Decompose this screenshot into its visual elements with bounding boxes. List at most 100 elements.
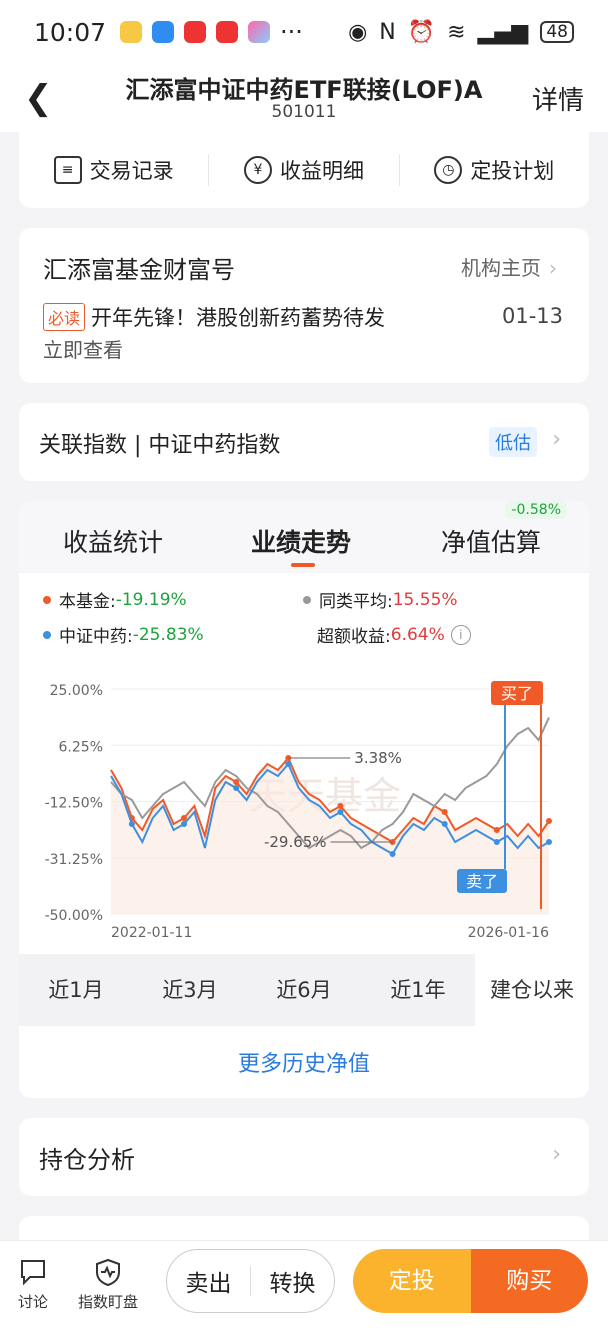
legend-index-value: -25.83% bbox=[132, 624, 204, 645]
legend-peer: 同类平均: 15.55% bbox=[303, 587, 458, 612]
chevron-right-icon: › bbox=[549, 256, 557, 280]
trade-point bbox=[337, 809, 344, 815]
tab-nav-estimate[interactable]: 净值估算 bbox=[441, 528, 542, 557]
period-3m[interactable]: 近3月 bbox=[162, 978, 218, 1002]
period-1m[interactable]: 近1月 bbox=[48, 978, 104, 1002]
trade-point bbox=[233, 779, 240, 785]
legend-fund-label: 本基金: bbox=[59, 592, 116, 612]
wifi-icon: ≋ bbox=[447, 19, 466, 45]
institution-home-link[interactable]: 机构主页 › bbox=[461, 252, 557, 281]
discuss-button[interactable]: 讨论 bbox=[18, 1257, 48, 1312]
buy-marker-label: 买了 bbox=[501, 684, 533, 703]
timer-icon: ◷ bbox=[434, 156, 463, 184]
news-headline[interactable]: 开年先锋！港股创新药蓄势待发 bbox=[91, 306, 385, 330]
performance-card: 收益统计 业绩走势 净值估算 -0.58% 本基金: -19.19% 同类平均:… bbox=[19, 501, 589, 1098]
min-annotation: -29.65% bbox=[264, 833, 327, 851]
income-detail-button[interactable]: ¥ 收益明细 bbox=[209, 155, 398, 185]
status-time: 10:07 bbox=[34, 17, 107, 47]
trade-point bbox=[441, 809, 448, 815]
related-index-card[interactable]: 关联指数 | 中证中药指数 低估 › bbox=[19, 403, 589, 481]
legend-excess-value: 6.64% bbox=[390, 624, 445, 645]
legend-fund: 本基金: -19.19% bbox=[43, 587, 187, 612]
y-tick-label: 6.25% bbox=[59, 739, 103, 755]
index-watch-button[interactable]: 指数盯盘 bbox=[78, 1257, 138, 1312]
buy-marker bbox=[491, 681, 543, 705]
switch-button[interactable]: 转换 bbox=[269, 1271, 316, 1297]
divider bbox=[398, 154, 400, 186]
eye-icon: ◉ bbox=[348, 19, 368, 45]
tab-performance-trend[interactable]: 业绩走势 bbox=[251, 528, 352, 557]
legend-excess-label: 超额收益: bbox=[317, 627, 391, 647]
holdings-title: 持仓分析 bbox=[39, 1146, 135, 1174]
nfc-icon: N bbox=[379, 19, 396, 45]
active-tab-indicator bbox=[291, 563, 315, 567]
legend-dot bbox=[43, 595, 51, 604]
index-watch-label: 指数盯盘 bbox=[78, 1293, 139, 1311]
legend-index: 中证中药: -25.83% bbox=[43, 622, 204, 647]
discuss-label: 讨论 bbox=[18, 1293, 49, 1311]
legend-dot bbox=[43, 630, 51, 639]
bottom-action-bar: 讨论 指数盯盘 卖出 转换 定投 购买 bbox=[0, 1240, 608, 1344]
buy-button[interactable]: 购买 bbox=[470, 1249, 588, 1313]
performance-chart[interactable]: 天天基金25.00%6.25%-12.50%-31.25%-50.00%2022… bbox=[19, 669, 589, 954]
legend-peer-value: 15.55% bbox=[392, 589, 458, 610]
sell-button[interactable]: 卖出 bbox=[185, 1271, 232, 1297]
holdings-card[interactable]: 持仓分析 › bbox=[19, 1118, 589, 1196]
trade-records-label: 交易记录 bbox=[89, 159, 174, 183]
max-annotation: 3.38% bbox=[354, 749, 402, 767]
page-header: ❮ 汇添富中证中药ETF联接(LOF)A 501011 详情 bbox=[0, 64, 608, 132]
more-notifications-icon: ··· bbox=[280, 18, 303, 46]
fortune-card: 汇添富基金财富号 机构主页 › 必读 开年先锋！港股创新药蓄势待发 01-13 立… bbox=[19, 228, 589, 383]
period-selector: 近1月 近3月 近6月 近1年 建仓以来 bbox=[19, 954, 589, 1026]
trade-point bbox=[233, 785, 240, 791]
sell-marker bbox=[457, 869, 507, 893]
document-icon: ≡ bbox=[53, 156, 82, 184]
auto-plan-button[interactable]: ◷ 定投计划 bbox=[400, 155, 589, 185]
fund-code: 501011 bbox=[271, 102, 337, 122]
must-read-badge: 必读 bbox=[43, 303, 86, 331]
x-tick-label: 2022-01-11 bbox=[111, 925, 192, 941]
info-icon[interactable]: i bbox=[450, 624, 471, 645]
trade-point bbox=[546, 818, 552, 824]
legend-index-label: 中证中药: bbox=[59, 627, 133, 647]
more-history-link[interactable]: 更多历史净值 bbox=[237, 1052, 370, 1077]
series-line-1 bbox=[110, 717, 550, 850]
quick-actions: ≡ 交易记录 ¥ 收益明细 ◷ 定投计划 bbox=[19, 132, 589, 208]
trade-point bbox=[181, 821, 187, 827]
assistant-icon bbox=[248, 21, 271, 43]
auto-invest-button[interactable]: 定投 bbox=[353, 1249, 471, 1313]
trade-point bbox=[128, 821, 135, 827]
y-tick-label: -31.25% bbox=[45, 852, 103, 868]
tab-income-stats[interactable]: 收益统计 bbox=[63, 528, 164, 557]
sell-marker-label: 卖了 bbox=[466, 872, 498, 891]
trade-records-button[interactable]: ≡ 交易记录 bbox=[19, 155, 208, 185]
battery-icon: 48 bbox=[540, 21, 574, 43]
x-tick-label: 2026-01-16 bbox=[468, 925, 549, 941]
trade-point bbox=[337, 803, 344, 809]
trade-point bbox=[441, 821, 448, 827]
trade-point bbox=[493, 839, 500, 845]
yen-icon: ¥ bbox=[243, 156, 272, 184]
alarm-icon: ⏰ bbox=[407, 19, 436, 45]
divider bbox=[208, 154, 210, 186]
y-tick-label: -12.50% bbox=[45, 796, 103, 812]
chat-icon bbox=[21, 1260, 45, 1286]
detail-button[interactable]: 详情 bbox=[531, 86, 584, 116]
huawei-mall-icon bbox=[216, 21, 239, 43]
signal-icon: ▂▄▆ bbox=[477, 19, 529, 45]
auto-plan-label: 定投计划 bbox=[470, 159, 555, 183]
divider bbox=[250, 1266, 251, 1296]
legend-fund-value: -19.19% bbox=[115, 589, 187, 610]
period-since-inception[interactable]: 建仓以来 bbox=[475, 954, 589, 1026]
trade-point bbox=[181, 815, 187, 821]
period-1y[interactable]: 近1年 bbox=[390, 978, 446, 1002]
buy-action-group: 定投 购买 bbox=[353, 1249, 588, 1313]
view-now-link[interactable]: 立即查看 bbox=[43, 338, 123, 362]
trade-point bbox=[285, 761, 292, 767]
news-date: 01-13 bbox=[501, 304, 563, 328]
back-icon[interactable]: ❮ bbox=[24, 78, 53, 118]
performance-tabs: 收益统计 业绩走势 净值估算 -0.58% bbox=[19, 501, 589, 573]
y-tick-label: -50.00% bbox=[45, 908, 103, 924]
period-6m[interactable]: 近6月 bbox=[276, 978, 332, 1002]
y-tick-label: 25.00% bbox=[50, 683, 103, 699]
